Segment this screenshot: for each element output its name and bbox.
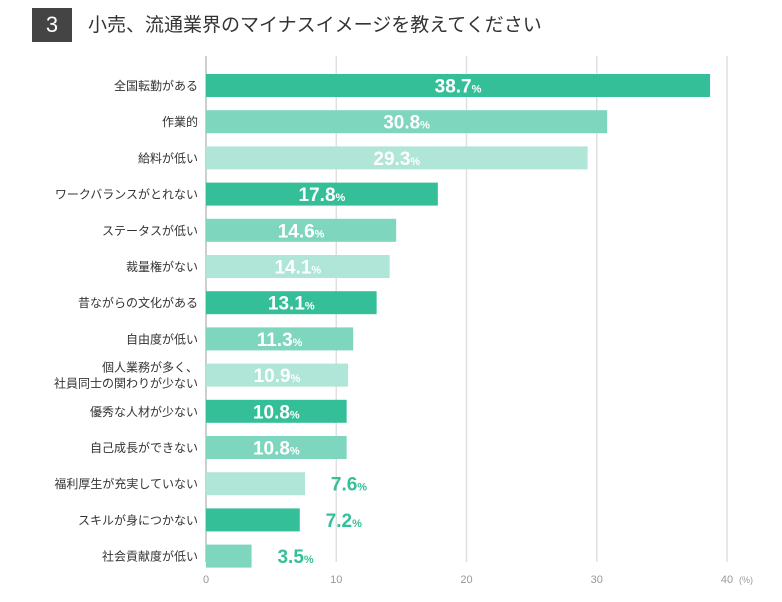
bar bbox=[206, 218, 397, 242]
category-label: 作業的 bbox=[162, 114, 198, 129]
question-number-badge: 3 bbox=[32, 8, 72, 42]
value-label: 3.5% bbox=[277, 547, 313, 568]
bar bbox=[206, 291, 377, 315]
x-unit-label: (%) bbox=[739, 575, 753, 585]
x-tick-label: 10 bbox=[330, 574, 342, 586]
bar bbox=[206, 255, 390, 278]
bar bbox=[206, 74, 711, 97]
category-label: 全国転勤がある bbox=[114, 78, 198, 93]
value-label: 10.8% bbox=[253, 402, 300, 423]
category-label: ワークバランスがとれない bbox=[55, 187, 198, 202]
bar bbox=[206, 472, 305, 496]
x-tick-label: 30 bbox=[591, 574, 603, 586]
value-label: 10.8% bbox=[253, 439, 300, 460]
category-label: 福利厚生が充実していない bbox=[54, 476, 198, 491]
category-label: 自己成長ができない bbox=[90, 440, 198, 455]
category-label: 個人業務が多く、社員同士の関わりが少ない bbox=[54, 360, 198, 391]
bar bbox=[206, 327, 354, 351]
bar bbox=[206, 146, 588, 170]
category-label: 昔ながらの文化がある bbox=[78, 295, 198, 310]
category-label: 社会貢献度が低い bbox=[102, 549, 198, 564]
category-label: ステータスが低い bbox=[102, 223, 198, 238]
value-label: 7.2% bbox=[326, 511, 362, 532]
value-label: 7.6% bbox=[331, 475, 367, 496]
value-label: 17.8% bbox=[299, 185, 346, 206]
chart-title: 小売、流通業界のマイナスイメージを教えてください bbox=[88, 14, 542, 36]
value-label: 14.6% bbox=[278, 221, 325, 242]
x-tick-label: 40 bbox=[721, 574, 733, 586]
bar bbox=[206, 508, 300, 532]
x-tick-label: 20 bbox=[460, 574, 472, 586]
bar bbox=[206, 110, 608, 134]
bar bbox=[206, 363, 348, 387]
value-label: 14.1% bbox=[274, 258, 321, 279]
category-label: スキルが身につかない bbox=[78, 512, 198, 527]
value-label: 11.3% bbox=[257, 330, 303, 351]
bar bbox=[206, 399, 347, 423]
value-label: 10.9% bbox=[254, 366, 301, 387]
value-label: 38.7% bbox=[435, 77, 482, 98]
category-label: 給料が低い bbox=[138, 150, 198, 165]
bar bbox=[206, 182, 438, 206]
chart-header: 3 小売、流通業界のマイナスイメージを教えてください bbox=[32, 8, 772, 42]
bar bbox=[206, 436, 347, 459]
value-label: 30.8% bbox=[383, 113, 430, 134]
category-label: 裁量権がない bbox=[126, 259, 198, 274]
bar bbox=[206, 544, 252, 568]
value-label: 29.3% bbox=[373, 149, 420, 170]
category-label: 自由度が低い bbox=[126, 331, 198, 346]
value-label: 13.1% bbox=[268, 294, 315, 315]
category-label: 優秀な人材が少ない bbox=[90, 404, 198, 419]
x-tick-label: 0 bbox=[203, 574, 209, 586]
